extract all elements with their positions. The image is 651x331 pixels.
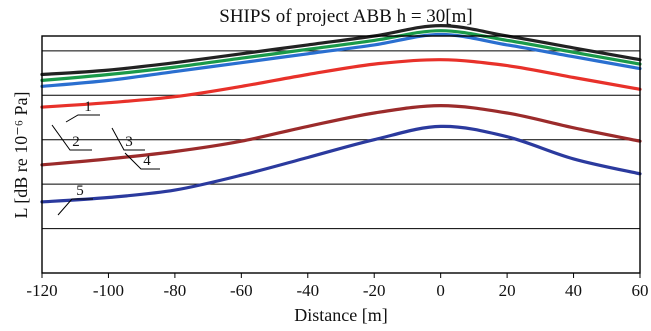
x-tick-label: -60 xyxy=(230,281,253,300)
x-axis-label: Distance [m] xyxy=(294,305,387,325)
x-tick-label: -20 xyxy=(363,281,386,300)
series-line-6 xyxy=(40,124,642,204)
series-layer xyxy=(40,24,642,204)
x-tick-label: 20 xyxy=(499,281,516,300)
curve-label: 4 xyxy=(143,153,151,169)
x-tick-label: -120 xyxy=(26,281,57,300)
series-line-3 xyxy=(40,32,642,88)
x-tick-label: 60 xyxy=(632,281,649,300)
curve-leader-line xyxy=(124,152,160,170)
curve-label: 2 xyxy=(72,134,80,150)
curve-label: 5 xyxy=(76,183,84,199)
curve-label: 1 xyxy=(84,99,92,115)
curve-leader-line xyxy=(57,198,93,216)
x-tick-label: -40 xyxy=(296,281,319,300)
x-tick-label: -80 xyxy=(164,281,187,300)
x-tick-label: 0 xyxy=(436,281,445,300)
x-tick-label: 40 xyxy=(565,281,582,300)
y-axis-label: L [dB re 10⁻⁶ Pa] xyxy=(11,91,31,218)
curve-leader-line xyxy=(65,114,100,123)
series-line-1 xyxy=(40,24,642,77)
curve-labels: 1 2 34 5 xyxy=(51,99,160,216)
x-tick-label: -100 xyxy=(93,281,124,300)
curve-leader-line xyxy=(111,127,145,151)
series-line-5 xyxy=(40,104,642,167)
curve-leader-line xyxy=(51,124,92,151)
curve-label: 3 xyxy=(125,134,133,150)
plot-frame xyxy=(41,35,641,274)
chart-title: SHIPS of project ABB h = 30[m] xyxy=(219,6,473,27)
series-line-2 xyxy=(40,29,642,82)
series-line-4 xyxy=(40,58,642,109)
x-tick-labels: -120 -100 -80 -60 -40 -20 0 20 40 60 xyxy=(26,273,649,300)
